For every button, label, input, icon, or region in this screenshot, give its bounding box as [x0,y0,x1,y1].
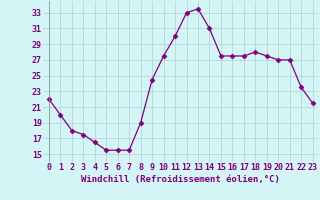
X-axis label: Windchill (Refroidissement éolien,°C): Windchill (Refroidissement éolien,°C) [81,175,280,184]
